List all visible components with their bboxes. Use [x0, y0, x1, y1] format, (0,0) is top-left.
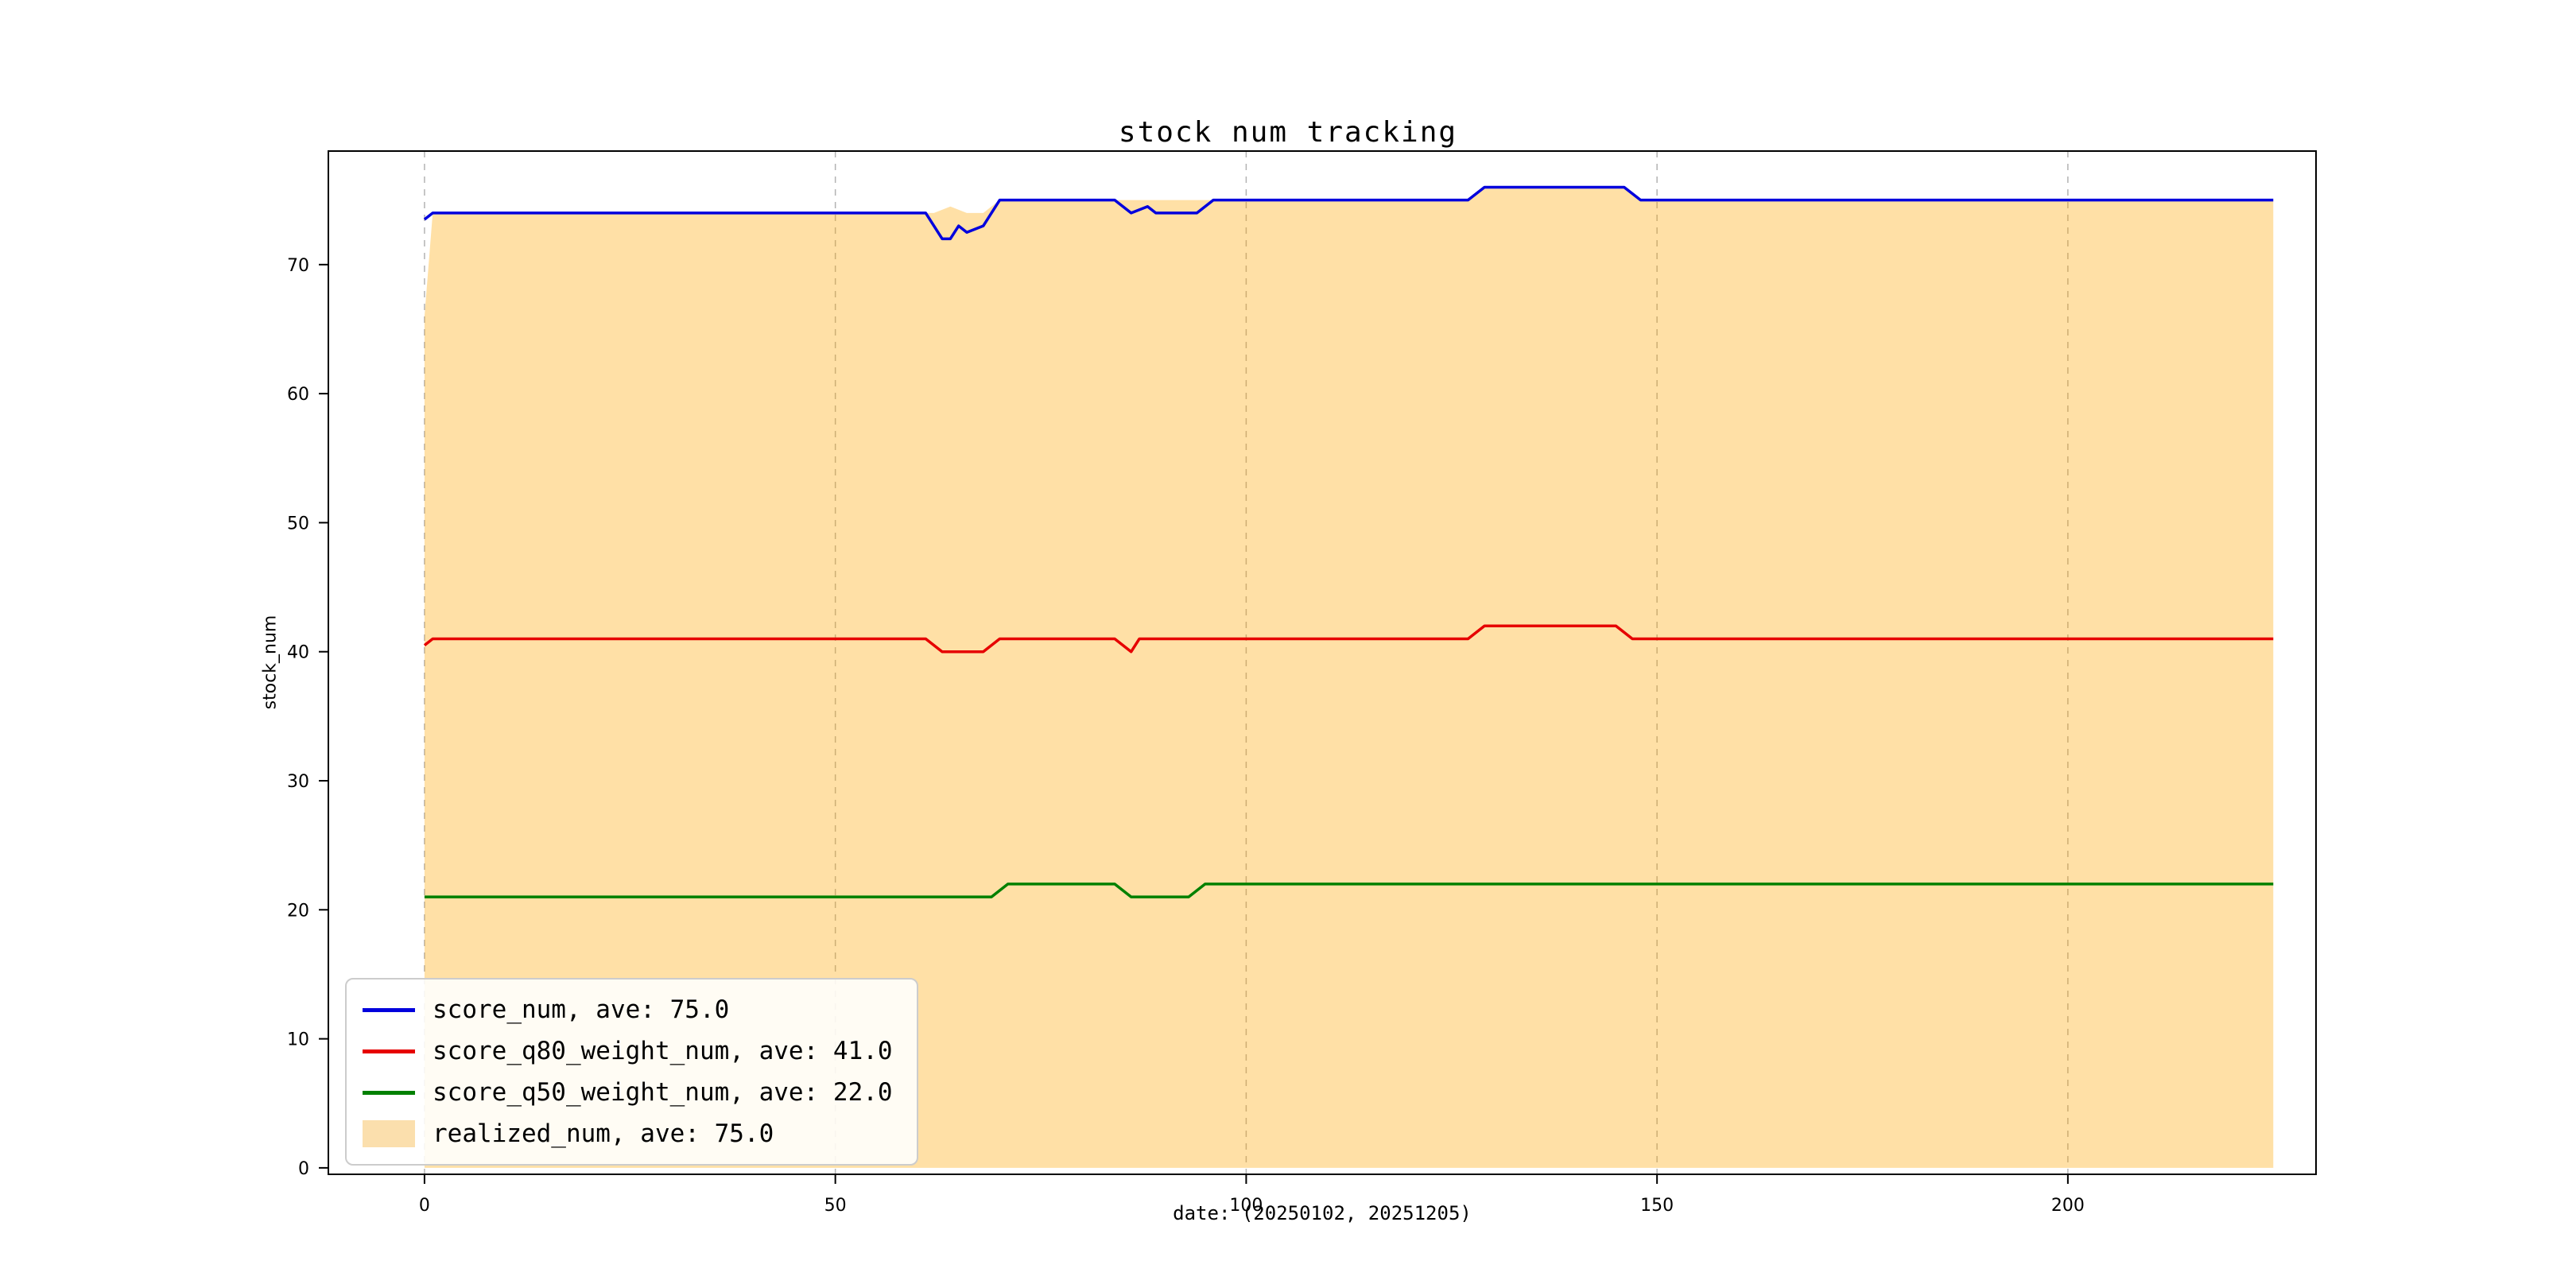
x-tick-label: 100 [1229, 1196, 1263, 1216]
line-series-score-q80-weight-num [423, 624, 2274, 654]
y-tick-label: 50 [287, 514, 309, 533]
y-tick-label: 10 [287, 1030, 309, 1050]
line-series-score-q50-weight-num [424, 883, 2274, 898]
legend-line-swatch [363, 1049, 415, 1053]
legend-item: score_q80_weight_num, ave: 41.0 [363, 1032, 893, 1070]
x-tick-label: 150 [1640, 1196, 1674, 1216]
y-tick-label: 30 [287, 772, 309, 792]
y-tick-label: 20 [287, 901, 309, 921]
legend-item-label: score_num, ave: 75.0 [433, 995, 730, 1024]
legend: score_num, ave: 75.0 score_q80_weight_num… [345, 978, 918, 1166]
legend-line-swatch [363, 1090, 415, 1095]
legend-item: score_q50_weight_num, ave: 22.0 [363, 1073, 893, 1111]
chart-title: stock num tracking [1118, 116, 1458, 149]
x-tick-label: 50 [824, 1196, 847, 1216]
y-tick-label: 0 [298, 1159, 309, 1179]
legend-item-label: score_q80_weight_num, ave: 41.0 [433, 1037, 893, 1065]
legend-item: realized_num, ave: 75.0 [363, 1115, 893, 1153]
area-series-realized-num [424, 187, 2274, 1168]
legend-patch-swatch [363, 1120, 415, 1147]
y-axis-label: stock_num [260, 615, 281, 710]
x-axis-label: date: (20250102, 20251205) [1173, 1202, 1472, 1224]
axes-frame [328, 150, 2317, 1175]
y-tick-label: 60 [287, 385, 309, 405]
legend-line-swatch [363, 1007, 415, 1012]
legend-item-label: realized_num, ave: 75.0 [433, 1119, 774, 1148]
legend-item: score_num, ave: 75.0 [363, 991, 893, 1029]
line-series-score-num [423, 185, 2274, 241]
legend-item-label: score_q50_weight_num, ave: 22.0 [433, 1078, 893, 1107]
y-tick-label: 40 [287, 643, 309, 663]
y-tick-label: 70 [287, 256, 309, 276]
x-tick-label: 200 [2051, 1196, 2085, 1216]
x-tick-label: 0 [419, 1196, 430, 1216]
